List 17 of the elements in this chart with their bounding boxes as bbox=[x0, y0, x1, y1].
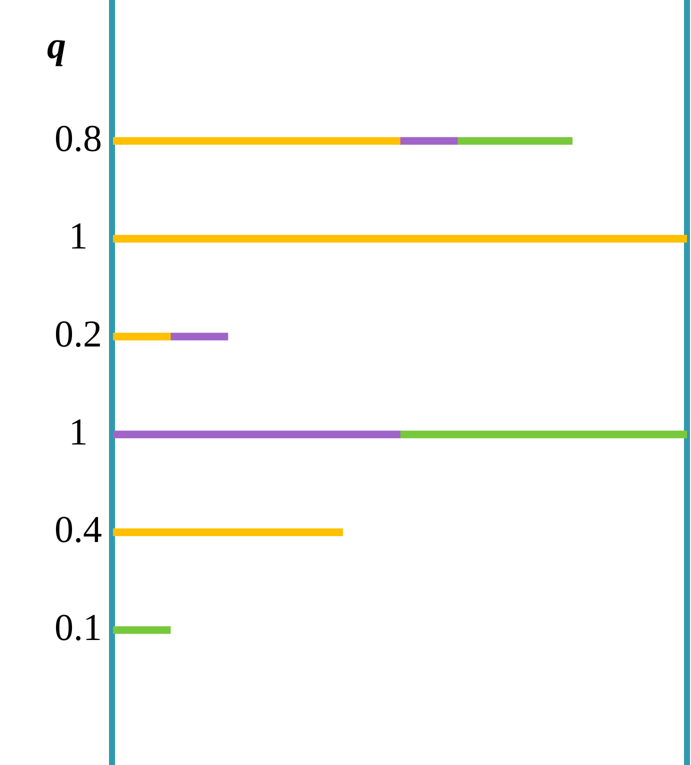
bar bbox=[113, 137, 400, 145]
y-tick-label: 1 bbox=[68, 411, 88, 454]
y-tick-label: 1 bbox=[68, 216, 88, 258]
bar bbox=[113, 528, 343, 536]
bar bbox=[113, 234, 687, 243]
bar bbox=[113, 430, 400, 438]
bar bbox=[170, 332, 228, 340]
bar bbox=[400, 430, 687, 438]
bar bbox=[457, 137, 573, 145]
y-tick-label: 0.2 bbox=[54, 314, 102, 356]
bar bbox=[400, 137, 458, 145]
y-tick-label: 0.8 bbox=[54, 118, 102, 160]
bar bbox=[113, 332, 171, 340]
bar bbox=[113, 626, 171, 634]
y-tick-label: 0.1 bbox=[54, 607, 102, 650]
chart-title: q bbox=[47, 24, 66, 67]
y-tick-label: 0.4 bbox=[54, 509, 102, 552]
